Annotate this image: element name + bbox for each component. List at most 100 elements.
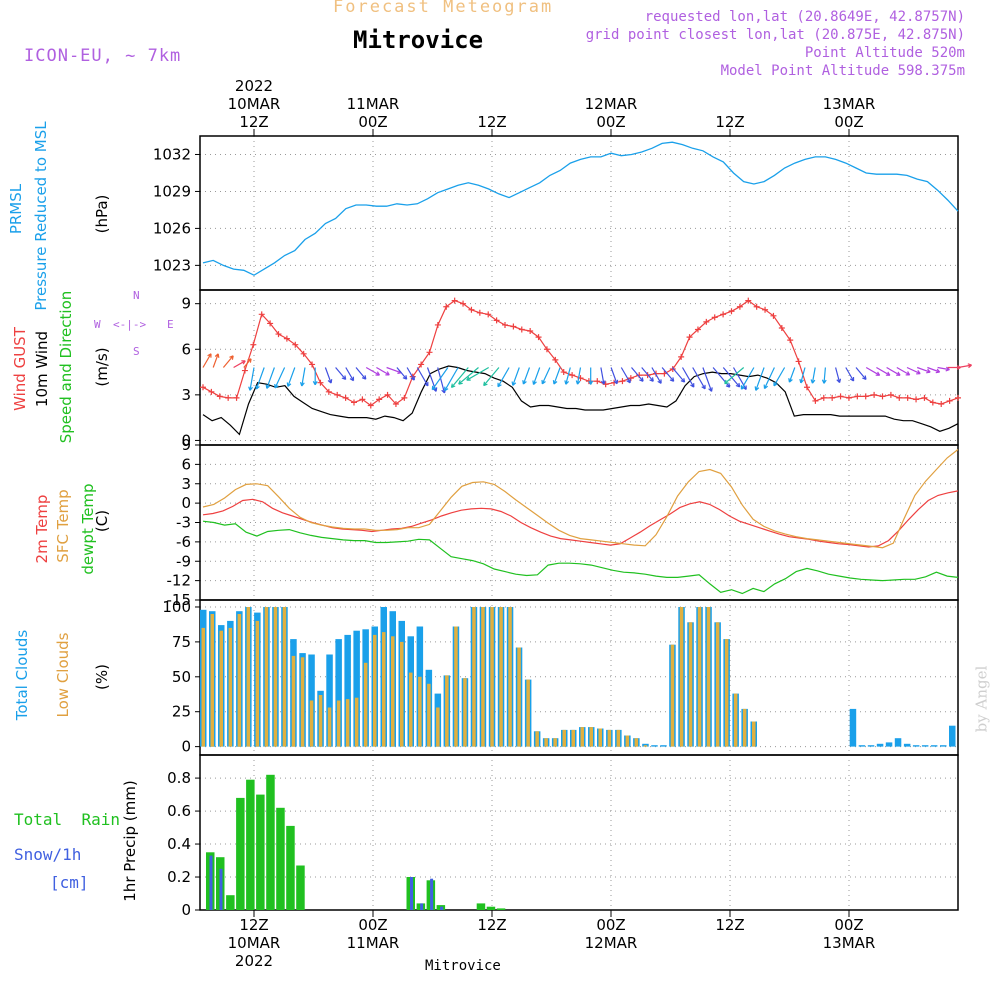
top-time-label: 2022	[235, 77, 273, 95]
compass-arrows: <-|->	[113, 318, 147, 331]
wind-arrow	[681, 367, 695, 388]
wind-arrow	[406, 367, 415, 381]
ytick-label: 1032	[153, 145, 191, 163]
total-cloud-bar	[894, 738, 902, 747]
wind-arrow	[788, 367, 796, 383]
gust-marker	[778, 324, 785, 331]
gust-marker	[904, 394, 911, 401]
wind-arrow	[202, 353, 212, 368]
wind-arrow	[937, 366, 950, 372]
low-cloud-bar	[463, 678, 467, 747]
gust-marker	[200, 384, 206, 391]
total-cloud-bar	[858, 745, 866, 747]
panel-frame	[199, 754, 959, 911]
ytick-label: 1026	[153, 219, 191, 237]
bottom-time-label: 2022	[235, 952, 273, 970]
compass-e: E	[167, 318, 174, 331]
wind-arrow	[740, 367, 755, 390]
total-cloud-bar	[930, 745, 938, 747]
wind-arrow	[376, 366, 390, 376]
gust-marker	[216, 393, 223, 400]
gust-marker	[300, 350, 307, 357]
low-cloud-bar	[562, 729, 566, 747]
bottom-time-label: 12MAR	[585, 934, 638, 952]
low-cloud-bar	[391, 636, 395, 747]
bottom-time-label: 12Z	[715, 916, 744, 934]
gust-marker	[401, 394, 408, 401]
wind-arrow	[212, 353, 220, 368]
low-cloud-bar	[634, 738, 639, 747]
wind-arrow	[483, 367, 500, 387]
low-cloud-bar	[526, 679, 530, 747]
wind-arrow	[773, 367, 786, 387]
wind-arrow	[724, 367, 745, 385]
total-cloud-bar	[912, 745, 920, 747]
low-cloud-bar	[589, 727, 593, 747]
ytick-label: 6	[181, 455, 191, 473]
rain-bar	[496, 908, 506, 910]
wind-arrow	[600, 367, 606, 385]
wind-arrow	[324, 367, 333, 384]
gust-marker	[711, 314, 718, 321]
wind-arrow	[522, 367, 531, 385]
total-cloud-bar	[335, 639, 342, 747]
rain-bar	[256, 794, 265, 910]
gust-marker	[552, 356, 559, 363]
footer-station: Mitrovice	[425, 958, 501, 974]
ytick-label: 3	[181, 475, 191, 493]
gust-marker	[543, 346, 550, 353]
gust-line	[202, 299, 959, 407]
gust-marker	[267, 320, 274, 327]
low-cloud-bar	[706, 607, 711, 747]
low-cloud-bar	[517, 647, 521, 747]
snow-bar	[209, 855, 213, 910]
gust-marker	[829, 394, 836, 401]
gust-marker	[258, 311, 265, 318]
compass-s: S	[133, 345, 140, 358]
wind-arrow	[886, 366, 901, 376]
rain-bar	[296, 865, 305, 910]
gust-marker	[929, 399, 936, 406]
wind-arrow	[754, 367, 765, 391]
low-cloud-bar	[237, 614, 242, 747]
low-cloud-bar	[472, 607, 476, 747]
gust-marker	[627, 375, 634, 382]
low-cloud-bar	[246, 607, 251, 747]
wind-arrow	[876, 366, 891, 376]
low-cloud-bar	[724, 639, 729, 747]
wind-arrow	[450, 367, 469, 389]
subtitle: Forecast Meteogram	[333, 0, 554, 17]
low-cloud-bar	[508, 607, 512, 747]
rain-bar	[276, 807, 285, 910]
gust-marker	[736, 303, 743, 310]
low-cloud-bar	[418, 676, 422, 747]
total-cloud-bar	[867, 745, 875, 747]
ytick-label: 0	[181, 494, 191, 512]
wind-line	[202, 365, 959, 436]
ytick-label: 1023	[153, 256, 191, 274]
gust-marker	[686, 334, 693, 341]
snow-bar	[410, 877, 413, 910]
low-cloud-bar	[201, 627, 205, 747]
low-cloud-bar	[336, 700, 341, 747]
gust-marker	[946, 397, 953, 404]
rain-bar	[246, 779, 255, 910]
low-cloud-bar	[300, 657, 305, 747]
total-cloud-bar	[921, 745, 929, 747]
wind-arrow	[845, 367, 855, 382]
gust-marker	[619, 378, 626, 385]
gust-marker	[225, 394, 232, 401]
wind-arrow	[466, 366, 489, 381]
gust-marker	[485, 311, 492, 318]
snow-bar	[430, 878, 434, 910]
station-title: Mitrovice	[353, 26, 484, 54]
low-cloud-bar	[499, 607, 503, 747]
bottom-time-label: 00Z	[596, 916, 625, 934]
gust-marker	[720, 311, 727, 318]
wind-arrow	[233, 360, 246, 369]
low-cloud-bar	[490, 607, 494, 747]
wind-arrow	[575, 367, 582, 385]
snow-bar	[219, 868, 223, 910]
wind-arrow	[416, 367, 429, 387]
gust-marker	[804, 384, 810, 391]
